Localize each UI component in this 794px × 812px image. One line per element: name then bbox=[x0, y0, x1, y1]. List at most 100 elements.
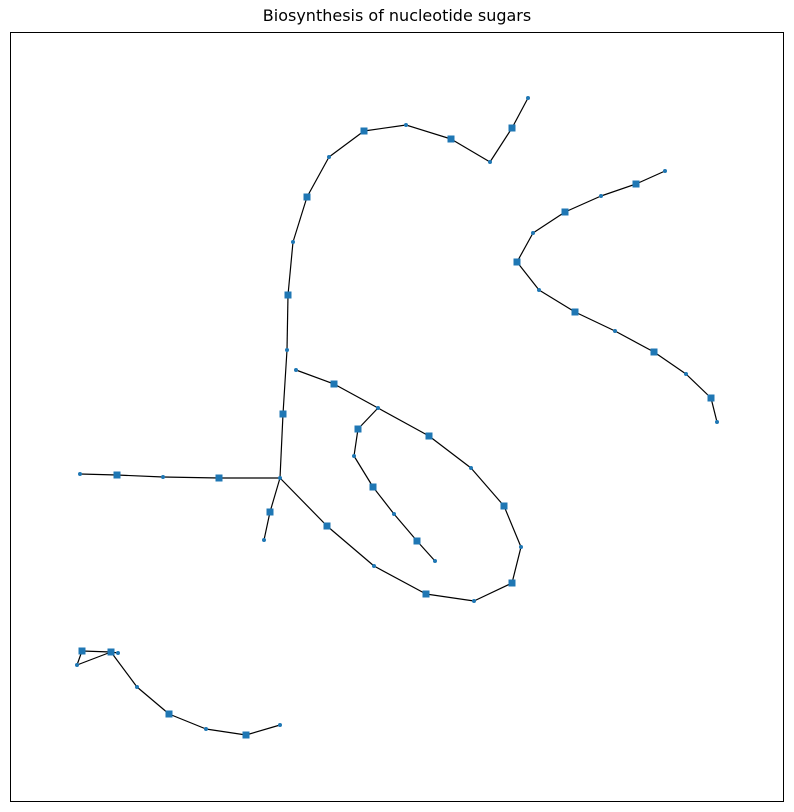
reaction-node-r2 bbox=[632, 180, 640, 188]
edge-s5-s6 bbox=[136, 686, 170, 715]
edge-h-d1 bbox=[279, 477, 328, 527]
compound-node-r9 bbox=[613, 329, 617, 333]
edge-h-n13 bbox=[269, 477, 281, 513]
compound-node-l2 bbox=[161, 475, 165, 479]
edge-d5-d6 bbox=[511, 546, 522, 584]
compound-node-b2 bbox=[352, 454, 356, 458]
edge-r10-r11 bbox=[653, 351, 687, 375]
edge-r3-r4 bbox=[564, 195, 602, 213]
edge-n9-n10 bbox=[287, 241, 294, 296]
plot-frame bbox=[10, 32, 784, 802]
compound-node-s3 bbox=[75, 663, 79, 667]
edge-d3-d4 bbox=[425, 593, 475, 602]
edge-r4-r5 bbox=[532, 211, 566, 234]
reaction-node-r12 bbox=[707, 394, 715, 402]
edge-l2-l3 bbox=[116, 474, 164, 478]
reaction-node-l3 bbox=[113, 471, 121, 479]
edge-r2-r3 bbox=[600, 183, 637, 197]
reaction-node-s1 bbox=[78, 647, 86, 655]
edge-l3-l4 bbox=[79, 473, 118, 476]
compound-node-d2 bbox=[372, 564, 376, 568]
compound-node-n11 bbox=[285, 348, 289, 352]
compound-node-d4 bbox=[472, 599, 476, 603]
compound-node-d8 bbox=[469, 466, 473, 470]
edge-n7-n8 bbox=[306, 156, 330, 198]
reaction-node-r8 bbox=[571, 308, 579, 316]
compound-node-n1 bbox=[526, 96, 530, 100]
edge-n11-n12 bbox=[282, 349, 288, 415]
edge-d8-d9 bbox=[428, 435, 472, 469]
edge-s7-s8 bbox=[205, 728, 247, 736]
edge-s3-s2 bbox=[76, 651, 112, 666]
compound-node-j bbox=[376, 406, 380, 410]
reaction-node-d7 bbox=[500, 502, 508, 510]
compound-node-r13 bbox=[715, 420, 719, 424]
edge-b2-b3 bbox=[353, 455, 374, 488]
edge-r12-r13 bbox=[710, 397, 718, 423]
compound-node-r11 bbox=[684, 372, 688, 376]
edge-n10-n11 bbox=[286, 294, 289, 351]
reaction-node-d9 bbox=[425, 432, 433, 440]
edge-d6-d7 bbox=[503, 505, 522, 548]
edge-b1-b2 bbox=[353, 428, 359, 457]
edge-s2-s5 bbox=[110, 651, 138, 688]
reaction-node-n4 bbox=[447, 135, 455, 143]
edge-n8-n9 bbox=[292, 196, 308, 243]
compound-node-s5 bbox=[135, 685, 139, 689]
reaction-node-d1 bbox=[323, 522, 331, 530]
compound-node-n3 bbox=[488, 160, 492, 164]
reaction-node-d5 bbox=[508, 579, 516, 587]
edge-n2-n3 bbox=[489, 127, 513, 163]
compound-node-s7 bbox=[204, 727, 208, 731]
edge-layer bbox=[76, 97, 718, 736]
edge-n4-n5 bbox=[405, 124, 452, 140]
compound-node-b6 bbox=[433, 559, 437, 563]
edge-r1-r2 bbox=[635, 170, 666, 185]
edge-b4-b5 bbox=[393, 513, 418, 542]
diagram-title: Biosynthesis of nucleotide sugars bbox=[262, 6, 532, 25]
edge-s1-s2 bbox=[81, 650, 112, 653]
compound-node-l4 bbox=[78, 472, 82, 476]
reaction-node-b5 bbox=[413, 537, 421, 545]
node-layer bbox=[75, 96, 719, 739]
reaction-node-n10 bbox=[284, 291, 292, 299]
edge-d4-d5 bbox=[473, 582, 513, 602]
compound-node-r5 bbox=[531, 231, 535, 235]
edge-n3-n4 bbox=[450, 138, 491, 163]
reaction-node-s8 bbox=[242, 731, 250, 739]
reaction-node-l1 bbox=[215, 474, 223, 482]
edge-j-t1 bbox=[333, 383, 379, 409]
edge-n5-n6 bbox=[363, 124, 407, 132]
compound-node-d6 bbox=[519, 545, 523, 549]
reaction-node-n13 bbox=[266, 508, 274, 516]
compound-node-n14 bbox=[262, 538, 266, 542]
reaction-node-n6 bbox=[360, 127, 368, 135]
reaction-node-d3 bbox=[422, 590, 430, 598]
compound-node-r7 bbox=[537, 288, 541, 292]
edge-r11-r12 bbox=[685, 373, 712, 399]
reaction-node-b3 bbox=[369, 483, 377, 491]
compound-node-t2 bbox=[294, 368, 298, 372]
compound-node-n7 bbox=[327, 155, 331, 159]
edge-s8-s9 bbox=[245, 724, 281, 736]
compound-node-h bbox=[278, 476, 282, 480]
edge-n1-n2 bbox=[511, 97, 529, 129]
edge-r6-r7 bbox=[516, 261, 540, 291]
reaction-node-n2 bbox=[508, 124, 516, 132]
edge-r5-r6 bbox=[516, 232, 534, 263]
reaction-node-t1 bbox=[330, 380, 338, 388]
edge-n6-n7 bbox=[328, 130, 365, 158]
edge-s6-s7 bbox=[168, 713, 207, 730]
compound-node-n9 bbox=[291, 240, 295, 244]
compound-node-n5 bbox=[404, 123, 408, 127]
edge-r9-r10 bbox=[614, 330, 655, 353]
edge-r7-r8 bbox=[538, 289, 576, 313]
reaction-node-r10 bbox=[650, 348, 658, 356]
compound-node-b4 bbox=[392, 512, 396, 516]
reaction-node-s6 bbox=[165, 710, 173, 718]
edge-d1-d2 bbox=[326, 525, 375, 567]
edge-l1-l2 bbox=[162, 476, 220, 479]
reaction-node-s2 bbox=[107, 648, 115, 656]
reaction-node-r6 bbox=[513, 258, 521, 266]
